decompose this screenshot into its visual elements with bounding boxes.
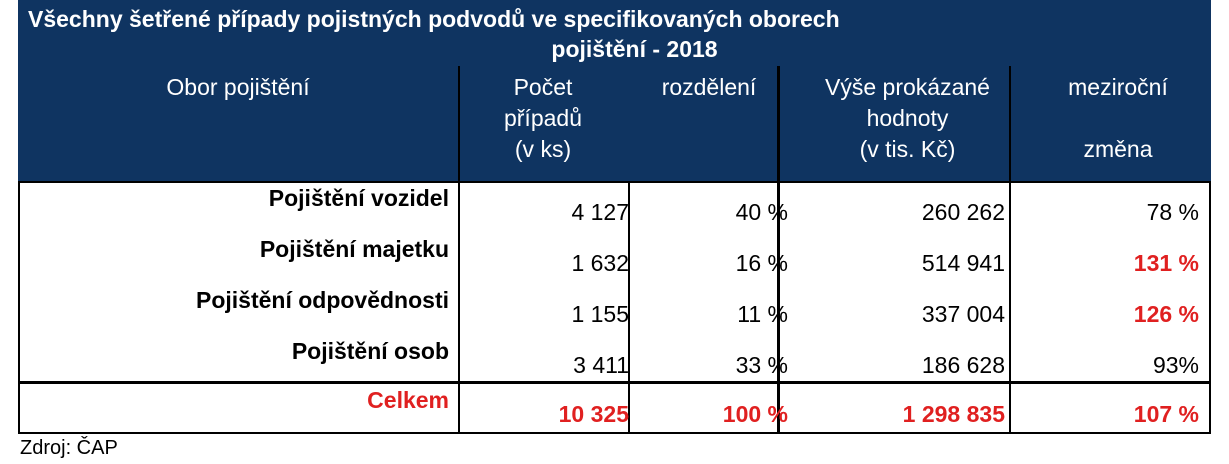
- total-row: Celkem 10 325 100 % 1 298 835 107 %: [20, 383, 1213, 434]
- header-obor: Obor pojištění: [166, 74, 310, 100]
- header-pocet-line-3: (v ks): [514, 136, 572, 162]
- row-pocet: 3 411: [573, 352, 629, 378]
- row-pocet: 1 155: [571, 301, 629, 327]
- table-header: Obor pojištění Počet případů (v ks) rozd…: [18, 66, 1211, 181]
- row-vyse: 514 941: [921, 250, 1005, 276]
- header-rozdeleni: rozdělení: [661, 74, 757, 100]
- header-vyse-line-1: Výše prokázané: [825, 74, 990, 100]
- row-divider: [18, 181, 1211, 183]
- row-mezirocni: 131 %: [1133, 250, 1199, 276]
- col-divider: [777, 66, 780, 434]
- row-label: Pojištění vozidel: [268, 185, 449, 211]
- row-label: Pojištění majetku: [259, 236, 449, 262]
- row-mezirocni: 93%: [1152, 352, 1199, 378]
- row-label: Pojištění odpovědnosti: [195, 287, 449, 313]
- col-divider: [628, 181, 630, 434]
- total-mezirocni: 107 %: [1133, 401, 1199, 427]
- source-note: Zdroj: ČAP: [20, 437, 118, 459]
- table-row: Pojištění majetku 1 632 16 % 514 941 131…: [20, 232, 1213, 283]
- table-row: Pojištění osob 3 411 33 % 186 628 93%: [20, 334, 1213, 385]
- header-mezirocni-line-2: změna: [1083, 136, 1153, 162]
- row-pocet: 1 632: [571, 250, 629, 276]
- total-vyse: 1 298 835: [902, 401, 1005, 427]
- row-rozdeleni: 40 %: [735, 199, 788, 225]
- total-divider: [18, 381, 1211, 384]
- total-pocet: 10 325: [558, 401, 629, 427]
- table-title-line-2: pojištění - 2018: [551, 36, 718, 62]
- header-pocet-line-1: Počet: [513, 74, 573, 100]
- header-vyse: Výše prokázané hodnoty (v tis. Kč): [790, 72, 1025, 165]
- row-mezirocni: 78 %: [1146, 199, 1199, 225]
- row-vyse: 337 004: [921, 301, 1005, 327]
- table-body: Pojištění vozidel 4 127 40 % 260 262 78 …: [18, 181, 1211, 434]
- table-row: Pojištění vozidel 4 127 40 % 260 262 78 …: [20, 181, 1213, 232]
- total-label: Celkem: [367, 387, 449, 413]
- header-pocet: Počet případů (v ks): [458, 72, 628, 165]
- header-mezirocni: meziroční změna: [1025, 72, 1211, 165]
- col-divider: [1009, 66, 1011, 434]
- header-mezirocni-line-1: meziroční: [1068, 74, 1168, 100]
- header-pocet-line-2: případů: [503, 105, 582, 131]
- row-mezirocni: 126 %: [1133, 301, 1199, 327]
- header-vyse-line-2: hodnoty: [866, 105, 949, 131]
- table-title-line-1: Všechny šetřené případy pojistných podvo…: [28, 6, 840, 32]
- row-rozdeleni: 11 %: [737, 301, 788, 327]
- total-rozdeleni: 100 %: [722, 401, 788, 427]
- row-pocet: 4 127: [571, 199, 629, 225]
- row-label: Pojištění osob: [291, 338, 449, 364]
- row-rozdeleni: 16 %: [735, 250, 788, 276]
- row-rozdeleni: 33 %: [735, 352, 788, 378]
- table-row: Pojištění odpovědnosti 1 155 11 % 337 00…: [20, 283, 1213, 334]
- header-vyse-line-3: (v tis. Kč): [859, 136, 956, 162]
- table-bottom-border: [18, 432, 1211, 434]
- row-vyse: 260 262: [921, 199, 1005, 225]
- table-title: Všechny šetřené případy pojistných podvo…: [18, 0, 1211, 66]
- col-divider: [458, 66, 460, 434]
- row-vyse: 186 628: [921, 352, 1005, 378]
